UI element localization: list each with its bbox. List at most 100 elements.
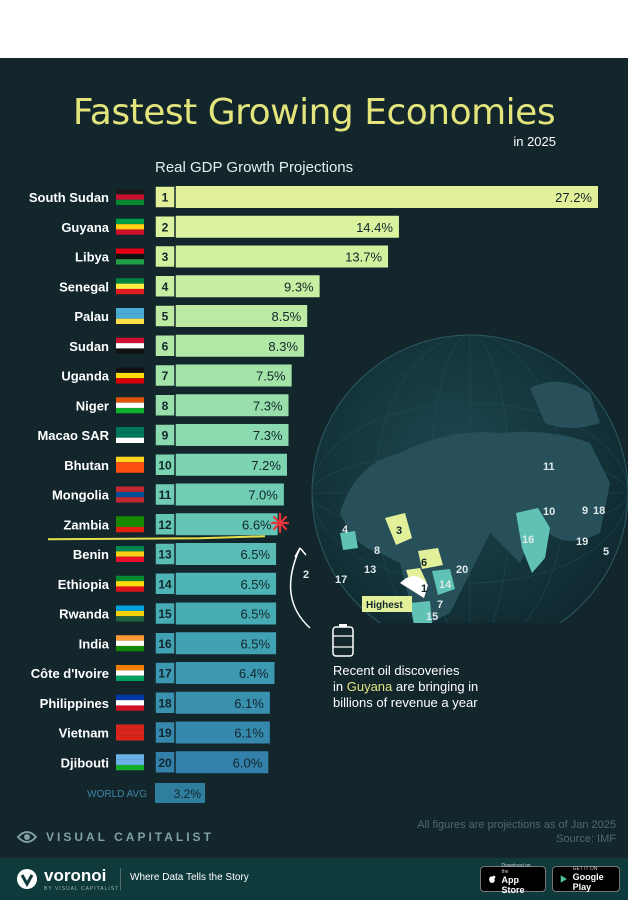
flag-icon	[116, 516, 144, 522]
google-play-button[interactable]: GET IT ON Google Play	[552, 866, 620, 892]
app-store-button[interactable]: Download on the App Store	[480, 863, 546, 895]
data-label: 8.3%	[268, 339, 298, 354]
flag-icon	[116, 694, 144, 701]
flag-icon	[116, 397, 144, 403]
data-label: 27.2%	[555, 190, 592, 205]
apple-icon	[489, 875, 496, 884]
data-label: 14.4%	[356, 220, 393, 235]
country-label: South Sudan	[29, 190, 109, 205]
rank-box	[154, 750, 176, 774]
bar	[175, 305, 308, 327]
flag-icon	[116, 705, 144, 711]
flag-icon	[116, 456, 144, 463]
voronoi-logo[interactable]: voronoi BY VISUAL CAPITALIST	[16, 866, 119, 892]
bar	[175, 662, 275, 684]
data-label: 7.0%	[248, 488, 278, 503]
rank-box	[154, 185, 176, 209]
flag-icon	[116, 367, 144, 373]
voronoi-subtitle: BY VISUAL CAPITALIST	[44, 886, 120, 892]
flag-icon	[116, 229, 144, 235]
bar	[175, 602, 277, 625]
flag-icon	[116, 378, 144, 384]
data-label: 6.5%	[240, 547, 270, 562]
flag-icon	[116, 546, 144, 552]
bar	[175, 721, 270, 744]
flag-icon	[116, 224, 144, 230]
rank-label: 20	[158, 756, 172, 770]
flag-icon	[116, 556, 144, 562]
flag-icon	[116, 427, 144, 433]
rank-label: 5	[162, 310, 169, 324]
flag-icon	[116, 586, 144, 592]
flag-icon	[116, 700, 144, 706]
flag-icon	[116, 278, 144, 284]
data-label: 7.2%	[251, 458, 281, 473]
flag-icon	[116, 337, 144, 344]
country-label: Sudan	[69, 339, 109, 354]
highest-callout-box	[362, 596, 412, 612]
chart-subtitle: Real GDP Growth Projections	[155, 159, 354, 176]
annotation-line-3: billions of revenue a year	[333, 695, 478, 710]
country-label: Philippines	[40, 696, 109, 711]
map-label: 20	[456, 564, 468, 576]
rank-label: 4	[162, 280, 169, 294]
guyana-annotation: Recent oil discoveries in Guyana are bri…	[333, 663, 513, 711]
data-label: 6.0%	[233, 755, 263, 770]
flag-icon	[116, 218, 144, 225]
map-label: 7	[437, 599, 443, 611]
rank-box	[154, 453, 176, 477]
flag-icon	[116, 318, 144, 324]
flag-icon	[116, 581, 144, 587]
tagline: Where Data Tells the Story	[130, 872, 249, 883]
flag-icon	[116, 670, 144, 676]
data-label: 7.5%	[256, 369, 286, 384]
country-label: Benin	[73, 547, 109, 562]
map-label: 2	[303, 569, 309, 581]
rank-label: 13	[158, 548, 172, 562]
rank-label: 17	[158, 667, 172, 681]
map-label: 13	[364, 564, 376, 576]
data-label: 13.7%	[345, 250, 382, 265]
page-title: Fastest Growing Economies	[72, 92, 556, 133]
map-label: 5	[603, 546, 609, 558]
zambia-underline	[47, 535, 266, 541]
rank-box	[154, 572, 176, 596]
data-label: 8.5%	[272, 309, 302, 324]
visual-capitalist-logo-icon	[16, 831, 38, 843]
rank-box	[154, 393, 176, 417]
flag-icon	[116, 526, 144, 533]
rank-box	[154, 423, 176, 447]
flag-icon	[116, 551, 144, 557]
rank-label: 7	[162, 369, 169, 383]
google-play-icon	[560, 875, 567, 883]
flag-icon	[116, 313, 144, 319]
rank-box	[154, 631, 176, 655]
bar-chart: South Sudan 1 27.2%Guyana 2 14.4%Libya 3 13.7%…	[29, 185, 598, 803]
rank-box	[154, 542, 176, 566]
flag-icon	[116, 724, 144, 730]
country-label: Guyana	[61, 220, 109, 235]
annotation-arrow	[270, 512, 311, 629]
flag-icon	[116, 253, 144, 260]
bar	[175, 215, 399, 238]
oil-barrel-icon	[332, 624, 354, 657]
flag-icon	[116, 759, 144, 765]
map-label: 4	[342, 524, 349, 536]
flag-icon	[116, 372, 144, 379]
flag-icon	[116, 764, 144, 771]
map-label: 18	[593, 505, 605, 517]
flag-icon	[116, 189, 144, 195]
rank-label: 8	[162, 399, 169, 413]
flag-icon	[116, 308, 144, 314]
map-label: 3	[396, 525, 402, 537]
rank-label: 3	[162, 250, 169, 264]
bar	[175, 364, 292, 387]
map-label: 19	[576, 536, 588, 548]
country-label: Djibouti	[61, 755, 109, 770]
rank-box	[154, 512, 176, 536]
data-label: 6.4%	[239, 666, 269, 681]
map-label: 15	[426, 611, 438, 623]
infographic-card: Fastest Growing Economies in 2025 Real G…	[0, 58, 628, 858]
flag-icon	[116, 288, 144, 295]
country-label: Rwanda	[59, 607, 110, 622]
